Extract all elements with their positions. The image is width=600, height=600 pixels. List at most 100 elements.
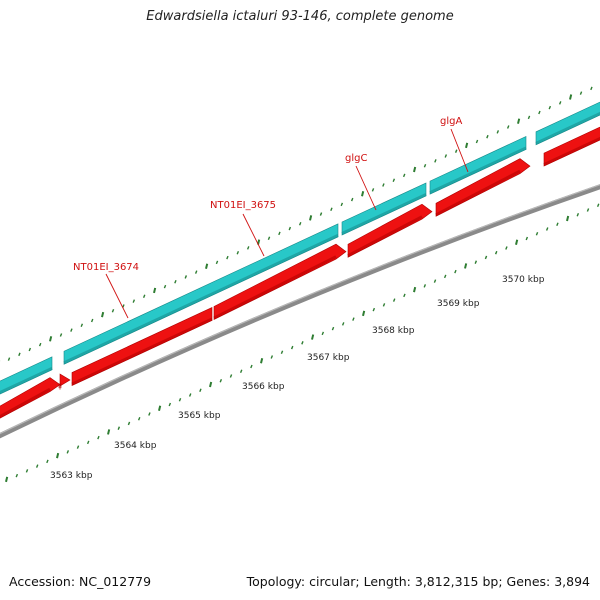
scale-label: 3565 kbp [178, 411, 221, 421]
upper-tick [194, 270, 198, 274]
lower-tick [474, 260, 478, 264]
upper-tick [278, 231, 281, 236]
lower-tick [392, 298, 396, 302]
lower-tick [403, 293, 406, 298]
lower-tick [454, 269, 457, 274]
lower-tick [107, 429, 111, 435]
upper-tick [465, 142, 469, 149]
gene-label: glgC [345, 153, 367, 164]
upper-tick [298, 221, 302, 226]
lower-tick [66, 450, 70, 454]
lower-tick [97, 435, 100, 440]
upper-tick [163, 284, 167, 289]
upper-tick [517, 118, 521, 124]
scale-label: 3563 kbp [50, 471, 93, 481]
lower-tick [545, 227, 549, 231]
lower-tick [117, 426, 121, 430]
upper-tick [340, 202, 344, 207]
upper-tick [423, 163, 427, 168]
lower-tick [362, 310, 366, 317]
forward-gene-1-shade [0, 367, 53, 395]
upper-tick [558, 101, 562, 105]
gene-labels: NT01EI_3674 NT01EI_3675 glgC glgA [73, 116, 469, 319]
upper-tick [288, 226, 292, 231]
upper-tick [496, 130, 500, 134]
scale-label: 3570 kbp [502, 275, 545, 285]
map-title: Edwardsiella ictaluri 93-146, complete g… [146, 9, 454, 24]
genome-summary-text: Topology: circular; Length: 3,812,315 bp… [246, 574, 590, 589]
lower-tick [566, 215, 570, 222]
lower-tick [260, 358, 264, 364]
gene-label-leader [242, 213, 265, 257]
upper-tick [184, 275, 188, 279]
scale-label: 3567 kbp [307, 353, 350, 363]
gene-label-leader [105, 273, 129, 319]
upper-tick [49, 336, 53, 342]
gene-label: NT01EI_3675 [210, 200, 276, 211]
lower-tick [209, 381, 213, 388]
reverse-gene-5-shade [435, 169, 521, 217]
upper-tick [382, 183, 385, 187]
upper-tick [236, 250, 240, 255]
upper-tick [246, 246, 250, 250]
upper-tick [111, 309, 115, 313]
backbone-highlight [0, 184, 600, 435]
forward-gene-5 [535, 101, 600, 146]
upper-tick [309, 215, 313, 221]
upper-tick [80, 323, 84, 328]
lower-tick [219, 378, 223, 383]
lower-tick [280, 350, 284, 355]
upper-tick [142, 294, 146, 299]
lower-tick [464, 263, 468, 269]
lower-tick [137, 416, 141, 421]
lower-tick [168, 402, 172, 407]
upper-tick [402, 173, 406, 178]
lower-tick [484, 255, 488, 260]
lower-tick [423, 284, 427, 288]
upper-tick [350, 197, 354, 202]
upper-tick [444, 154, 448, 158]
scale-label: 3564 kbp [114, 441, 157, 451]
lower-tick [76, 445, 80, 449]
forward-gene-2-shade [63, 234, 339, 365]
gene-label: glgA [440, 116, 462, 127]
lower-tick [199, 388, 202, 393]
reverse-gene-1-shade [0, 387, 51, 419]
gene-label-leader [450, 128, 469, 173]
lower-tick [525, 236, 529, 241]
upper-tick [28, 347, 32, 352]
lower-tick [515, 239, 519, 245]
upper-tick [101, 311, 105, 318]
upper-tick [527, 115, 531, 120]
backbone-line [0, 184, 600, 439]
lower-tick [178, 397, 182, 402]
lower-tick [311, 334, 315, 340]
reverse-gene-4-shade [347, 215, 423, 258]
lower-tick [301, 341, 304, 345]
tick-marks [0, 86, 600, 483]
lower-tick [270, 355, 274, 359]
lower-tick [443, 274, 447, 279]
backbone-strand [0, 184, 600, 439]
upper-tick [205, 263, 209, 269]
lower-tick [56, 452, 60, 459]
lower-tick [494, 250, 498, 255]
upper-tick [579, 91, 583, 95]
upper-tick [215, 260, 219, 265]
upper-tick [7, 357, 11, 361]
lower-tick [229, 374, 233, 378]
upper-tick [70, 328, 73, 332]
lower-tick [188, 393, 192, 397]
reverse-gene-6 [543, 126, 600, 167]
lower-tick [433, 279, 437, 283]
upper-tick [330, 207, 333, 211]
lower-tick [15, 473, 19, 478]
upper-tick [361, 190, 365, 197]
upper-tick [486, 134, 489, 139]
lower-tick [5, 476, 9, 483]
upper-tick [38, 342, 42, 347]
upper-tick [434, 159, 437, 163]
upper-tick [267, 236, 271, 241]
upper-tick [132, 299, 136, 303]
forward-strand-track [0, 101, 600, 395]
